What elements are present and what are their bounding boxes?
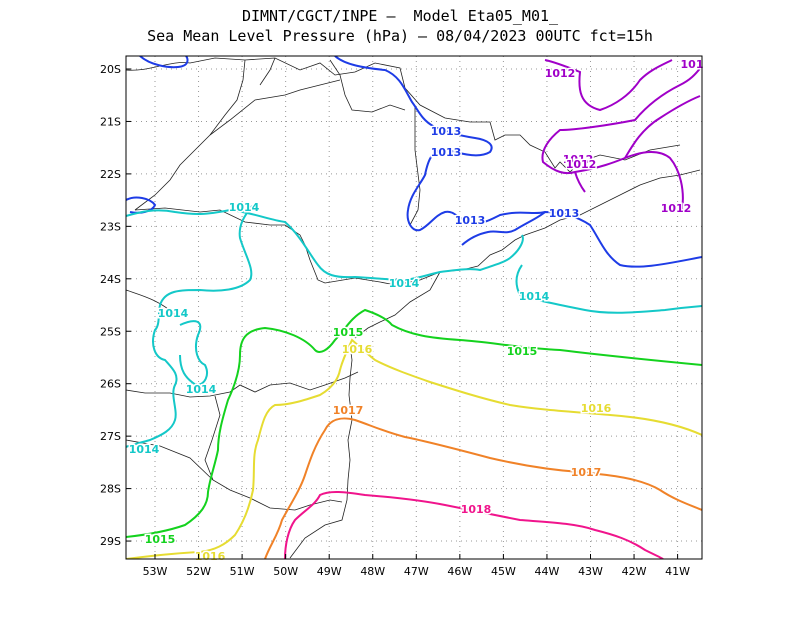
lon-tick-label: 53W [143,565,168,578]
lat-tick-label: 29S [100,535,121,548]
lat-tick-label: 23S [100,220,121,233]
lat-tick-label: 22S [100,168,121,181]
contour-label-1012: 1012 [563,153,594,166]
lat-tick-label: 27S [100,430,121,443]
lat-tick-label: 28S [100,483,121,496]
isobar-1012 [541,59,702,211]
lon-tick-label: 48W [360,565,385,578]
contour-label-1017: 1017 [571,466,602,479]
contour-label-1014: 1014 [389,277,420,290]
contour-label-1013: 1013 [431,125,462,138]
axis-tick-labels: 53W 52W 51W 50W 49W 48W 47W 46W 45W 44W 43W 42W 41W 2… [100,63,690,578]
contour-label-1015: 1015 [507,345,538,358]
contour-label-1014: 1014 [519,290,550,303]
lon-tick-label: 42W [622,565,647,578]
lat-lon-grid [126,56,702,559]
lat-tick-label: 24S [100,273,121,286]
contour-label-1012: 1012 [566,158,597,171]
isobar-1016 [126,338,702,559]
contour-label-1015: 1015 [333,326,364,339]
contour-label-1012: 1012 [545,67,576,80]
isobar-1015 [126,308,702,538]
isobar-1017 [264,417,702,559]
lon-tick-label: 47W [404,565,429,578]
chart-title-line2: Sea Mean Level Pressure (hPa) – 08/04/20… [147,27,653,45]
contour-label-1013: 1013 [431,146,462,159]
lon-tick-label: 41W [665,565,690,578]
contour-label-1012: 101 [681,58,704,71]
map-frame [125,55,703,560]
lon-tick-label: 44W [535,565,560,578]
isobar-contours [126,56,702,559]
lat-tick-label: 25S [100,325,121,338]
contour-label-1014: 1014 [158,307,189,320]
lon-tick-label: 49W [317,565,342,578]
lon-tick-label: 52W [186,565,211,578]
contour-label-1018: 1018 [461,503,492,516]
contour-label-1012: 1012 [661,202,692,215]
lat-tick-label: 21S [100,115,121,128]
chart-title-line1: DIMNT/CGCT/INPE – Model Eta05_M01_ [241,7,559,25]
contour-label-1013: 1013 [455,214,486,227]
contour-label-1016: 1016 [195,550,226,563]
lat-tick-label: 26S [100,378,121,391]
lon-tick-label: 45W [491,565,516,578]
contour-label-1016: 1016 [342,343,373,356]
contour-label-1014: 1014 [129,443,160,456]
lon-tick-label: 46W [447,565,472,578]
isobar-1014 [126,205,702,448]
contour-labels: 1012101101210121012101310131013101310141… [127,57,705,565]
lon-tick-label: 43W [578,565,603,578]
isobar-1018 [284,491,664,559]
contour-label-1013: 1013 [549,207,580,220]
contour-label-1016: 1016 [581,402,612,415]
lon-tick-label: 50W [273,565,298,578]
contour-label-1017: 1017 [333,404,364,417]
lon-tick-label: 51W [230,565,255,578]
lat-tick-label: 20S [100,63,121,76]
contour-label-1014: 1014 [186,383,217,396]
contour-label-1015: 1015 [145,533,176,546]
contour-label-1014: 1014 [229,201,260,214]
coastline-and-borders [126,57,701,559]
